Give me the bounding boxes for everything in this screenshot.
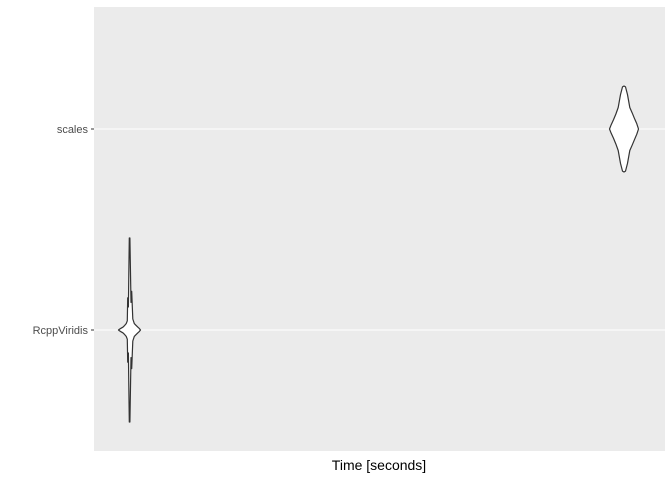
plot-panel: [94, 7, 665, 451]
y-tick-label-scales: scales: [57, 124, 89, 136]
y-tick-label-rcppviridis: RcppViridis: [33, 325, 89, 337]
violin-rcppviridis: [117, 237, 142, 423]
violin-scales: [608, 85, 640, 173]
x-axis-title: Time [seconds]: [332, 457, 426, 473]
